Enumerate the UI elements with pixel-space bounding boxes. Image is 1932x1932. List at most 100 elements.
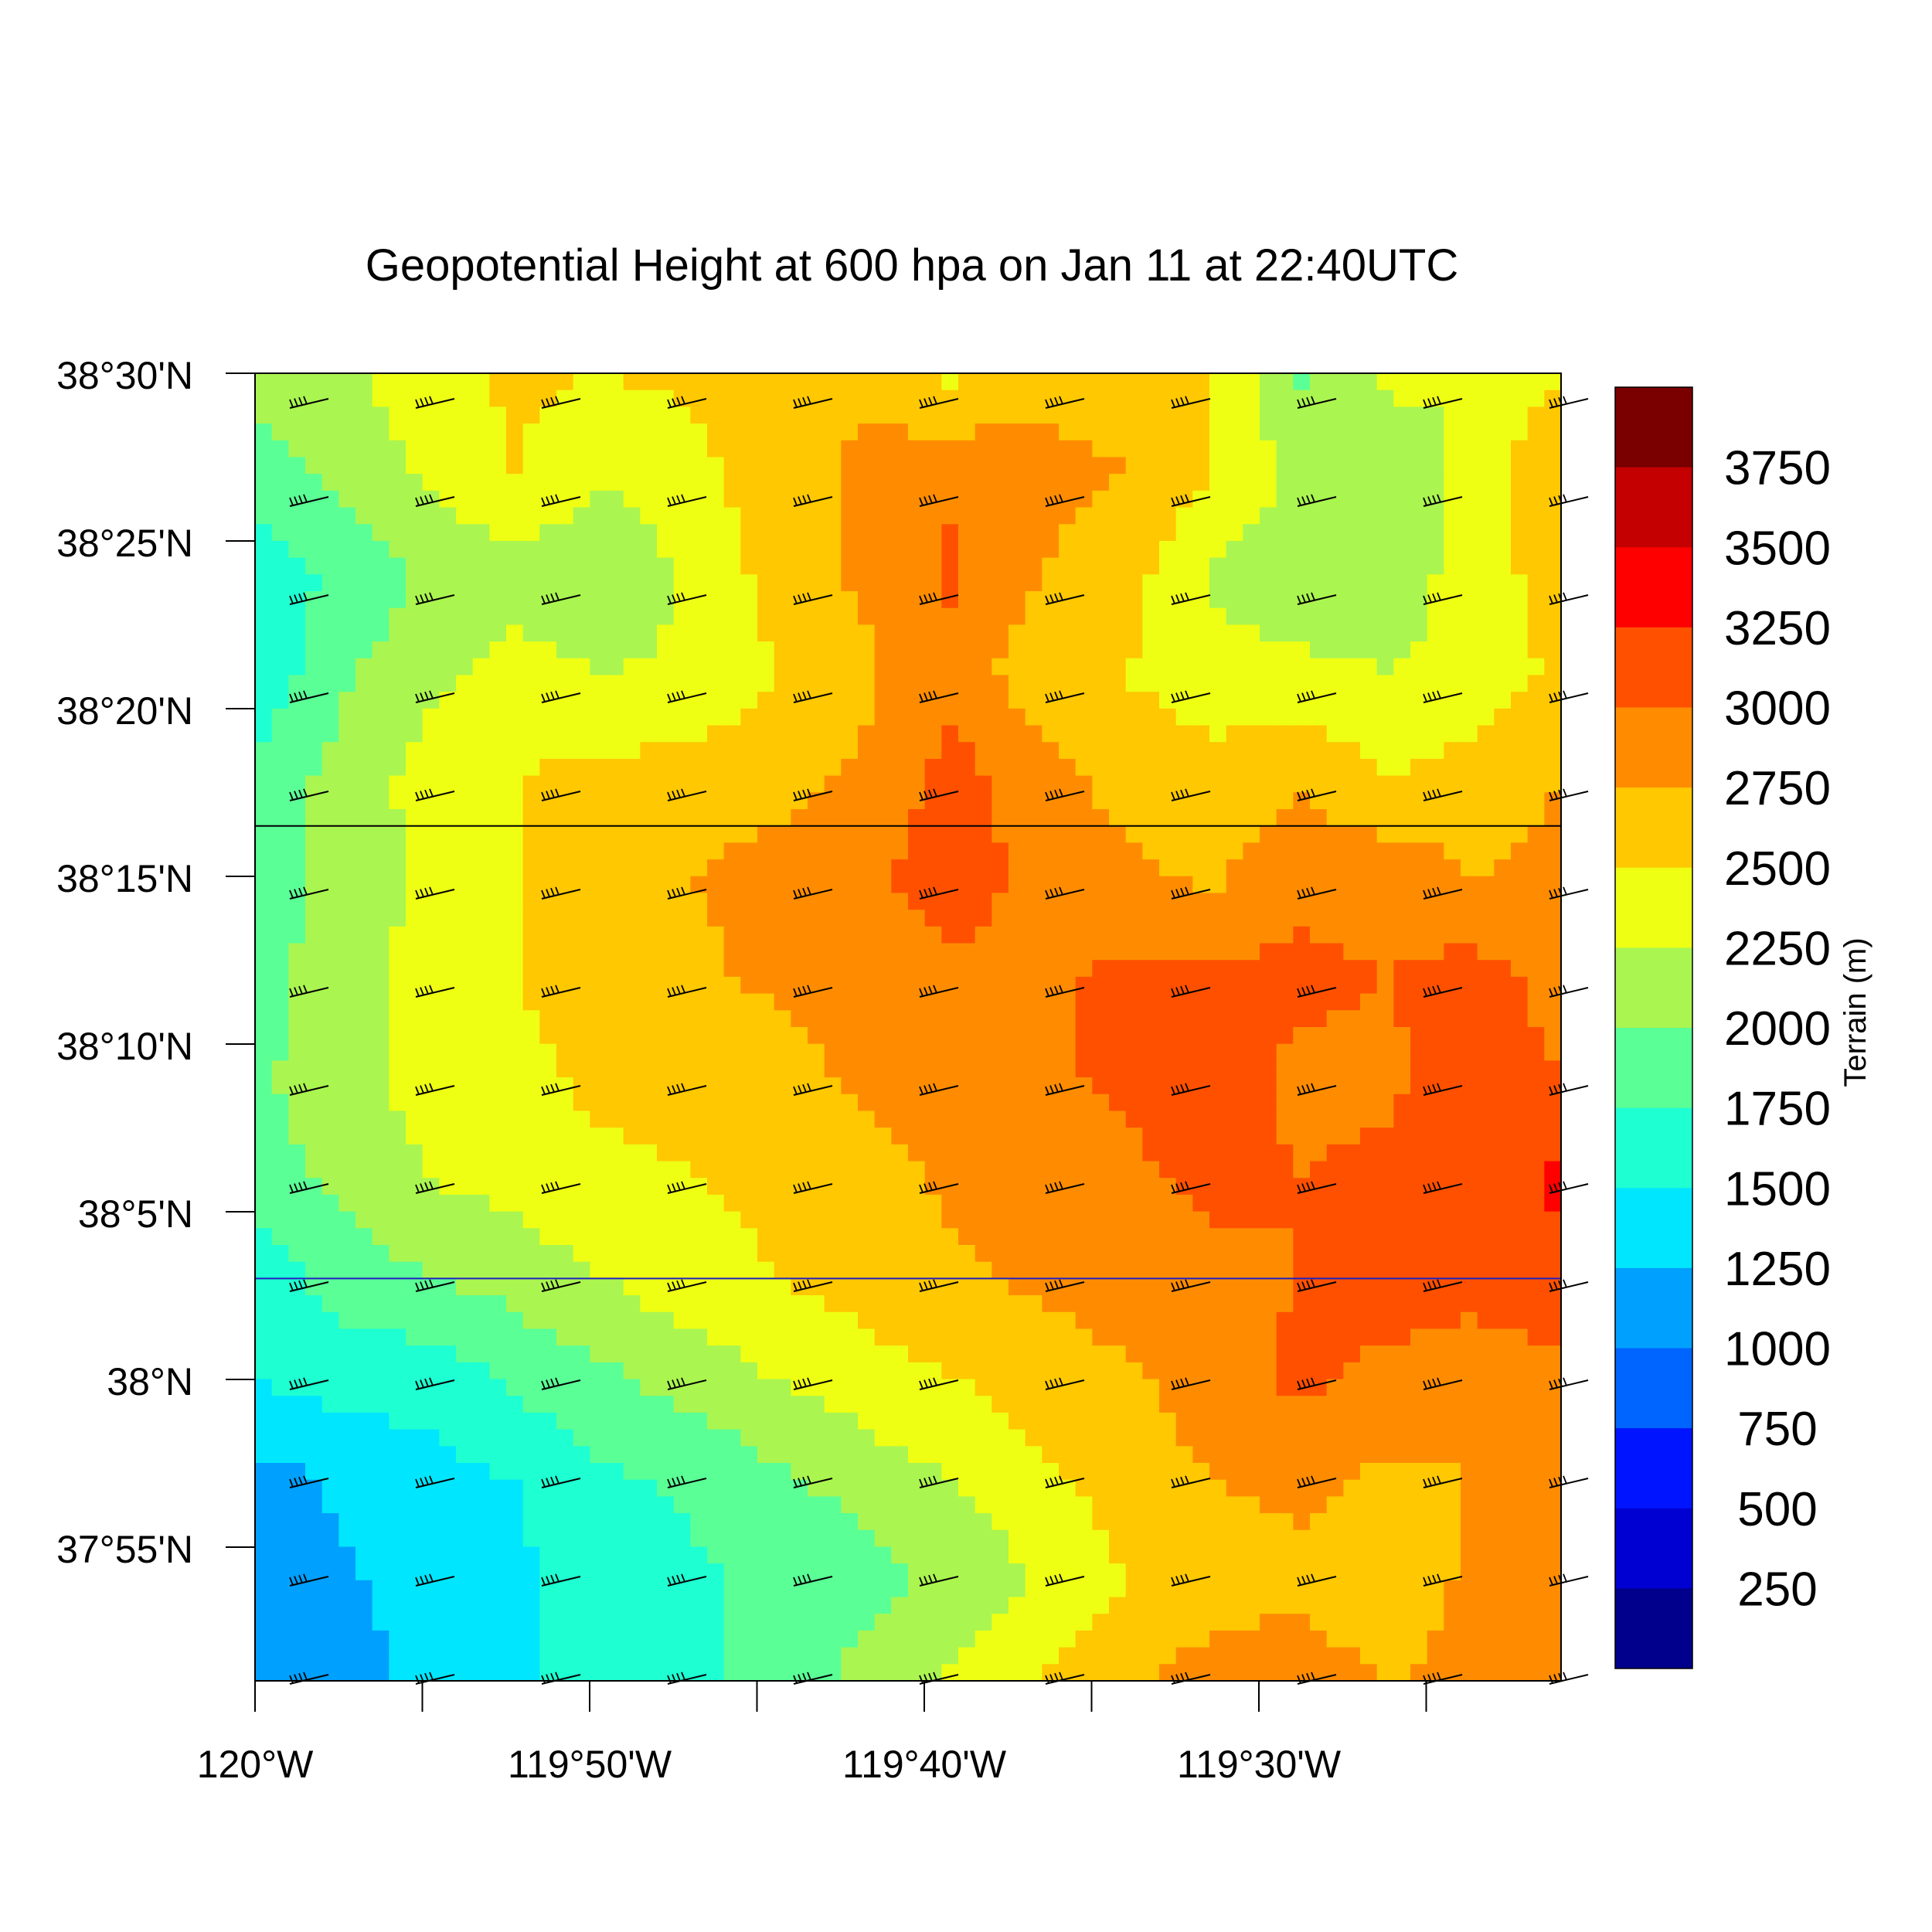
terrain-cell (891, 389, 909, 407)
terrain-cell (958, 742, 976, 760)
terrain-cell (1293, 1043, 1311, 1061)
terrain-cell (1494, 943, 1512, 961)
terrain-cell (489, 1228, 507, 1246)
terrain-cell (908, 675, 926, 692)
terrain-cell (338, 1094, 356, 1112)
terrain-cell (1544, 1161, 1562, 1179)
terrain-cell (338, 825, 356, 843)
terrain-cell (389, 725, 406, 743)
terrain-cell (271, 1446, 289, 1464)
terrain-cell (824, 507, 842, 525)
terrain-cell (1494, 1178, 1512, 1196)
terrain-cell (1511, 893, 1529, 910)
terrain-cell (422, 876, 440, 894)
terrain-cell (472, 1362, 490, 1380)
terrain-cell (1042, 557, 1060, 575)
terrain-cell (1025, 507, 1043, 525)
terrain-cell (1393, 1178, 1411, 1196)
terrain-cell (992, 373, 1009, 391)
terrain-cell (774, 1211, 791, 1229)
terrain-cell (1343, 708, 1361, 726)
terrain-cell (539, 1396, 557, 1413)
terrain-cell (506, 658, 524, 676)
terrain-cell (1059, 976, 1077, 995)
terrain-cell (723, 758, 741, 777)
terrain-cell (1494, 591, 1512, 609)
terrain-cell (456, 910, 474, 927)
terrain-cell (522, 943, 540, 961)
terrain-cell (406, 742, 423, 760)
terrain-cell (623, 1128, 641, 1145)
terrain-cell (824, 1228, 842, 1246)
terrain-cell (1075, 675, 1093, 692)
terrain-cell (1109, 574, 1127, 592)
terrain-cell (1461, 876, 1478, 894)
terrain-cell (1477, 1412, 1495, 1430)
map-title: Geopotential Height at 600 hpa on Jan 11… (365, 240, 1459, 291)
terrain-cell (1444, 1094, 1461, 1112)
terrain-cell (774, 1161, 791, 1179)
terrain-cell (489, 1379, 507, 1396)
terrain-cell (422, 993, 440, 1011)
terrain-cell (271, 1144, 289, 1162)
terrain-cell (908, 1211, 926, 1229)
terrain-cell (1243, 675, 1260, 692)
terrain-cell (539, 507, 557, 525)
terrain-cell (255, 624, 273, 642)
terrain-cell (858, 976, 876, 995)
terrain-cell (1527, 708, 1545, 726)
terrain-cell (607, 876, 624, 894)
terrain-cell (472, 1027, 490, 1045)
terrain-cell (1527, 1111, 1545, 1128)
terrain-cell (623, 859, 641, 877)
terrain-cell (439, 758, 457, 777)
terrain-cell (640, 943, 658, 961)
terrain-cell (1461, 1396, 1478, 1413)
terrain-cell (891, 1111, 909, 1128)
terrain-cell (924, 474, 942, 492)
terrain-cell (1310, 474, 1328, 492)
terrain-cell (389, 792, 406, 810)
terrain-cell (858, 474, 876, 492)
terrain-cell (372, 1178, 389, 1196)
terrain-cell (1461, 574, 1478, 592)
terrain-cell (1444, 1077, 1461, 1095)
terrain-cell (573, 373, 590, 391)
terrain-cell (506, 1144, 524, 1162)
terrain-cell (757, 1412, 775, 1430)
terrain-cell (824, 876, 842, 894)
terrain-cell (439, 1429, 457, 1447)
terrain-cell (321, 1396, 339, 1413)
terrain-cell (1092, 1010, 1110, 1028)
terrain-cell (640, 373, 658, 391)
terrain-cell (958, 607, 976, 625)
terrain-cell (489, 557, 507, 575)
terrain-cell (1109, 859, 1127, 877)
terrain-cell (321, 1161, 339, 1179)
terrain-cell (623, 725, 641, 743)
terrain-cell (556, 1128, 574, 1145)
terrain-cell (439, 1161, 457, 1179)
terrain-cell (1075, 876, 1093, 894)
terrain-cell (305, 1211, 323, 1229)
terrain-cell (992, 1328, 1009, 1346)
terrain-cell (723, 1111, 741, 1128)
terrain-cell (1494, 1043, 1512, 1061)
terrain-cell (1209, 1010, 1227, 1028)
terrain-cell (1393, 692, 1411, 709)
terrain-cell (1243, 1194, 1260, 1213)
terrain-cell (288, 474, 306, 492)
terrain-cell (389, 1362, 406, 1380)
terrain-cell (707, 775, 725, 793)
terrain-cell (1125, 1144, 1143, 1162)
terrain-cell (1410, 1111, 1428, 1128)
terrain-cell (707, 1429, 725, 1447)
terrain-cell (1243, 1077, 1260, 1095)
terrain-cell (1226, 1010, 1243, 1028)
terrain-cell (489, 389, 507, 407)
terrain-cell (1042, 1362, 1060, 1380)
terrain-cell (1376, 1295, 1394, 1313)
terrain-cell (472, 1228, 490, 1246)
terrain-cell (757, 474, 775, 492)
terrain-cell (456, 1043, 474, 1061)
